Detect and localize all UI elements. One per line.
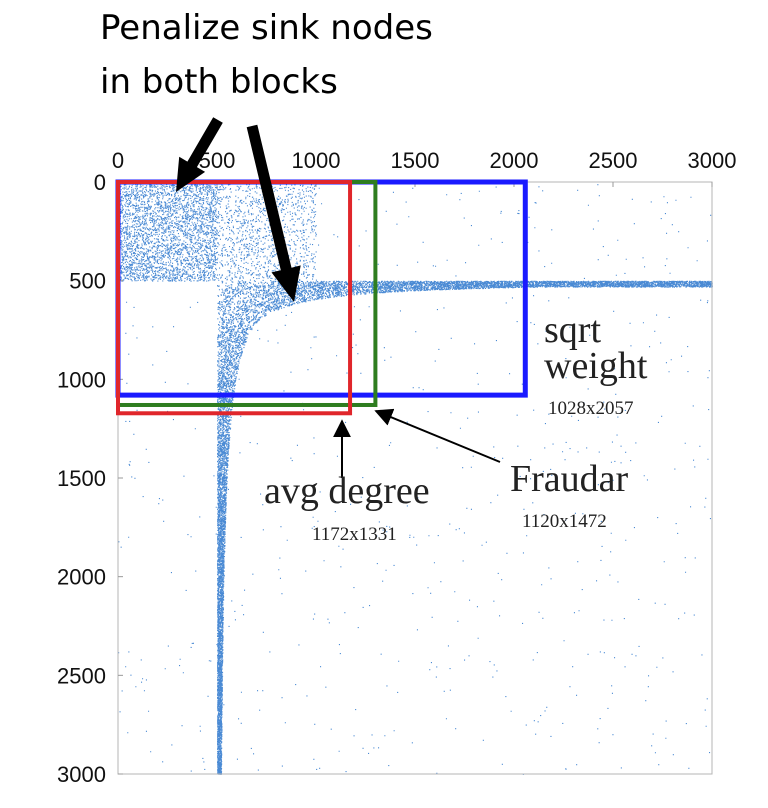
x-tick-label: 0 (112, 148, 124, 173)
arrow-to-dense-block (176, 117, 223, 192)
arrow-fraudar (374, 408, 501, 463)
chart-title-line-1: Penalize sink nodes (100, 8, 433, 48)
y-tick-label: 1500 (57, 466, 106, 491)
sqrt-weight-label-1: sqrt (544, 309, 601, 351)
avg-degree-dims: 1172x1331 (312, 524, 397, 545)
x-tick-label: 1000 (292, 148, 341, 173)
sqrt-weight-dims: 1028x2057 (548, 398, 634, 419)
chart-title-line-2: in both blocks (100, 62, 338, 102)
y-axis-ticks: 0 500 1000 1500 2000 2500 3000 (57, 170, 123, 787)
avg-degree-label: avg degree (264, 470, 430, 512)
fraudar-dims: 1120x1472 (522, 511, 607, 532)
y-tick-label: 2000 (57, 565, 106, 590)
y-tick-label: 3000 (57, 762, 106, 787)
y-tick-label: 0 (94, 170, 106, 195)
arrow-to-hub-block (246, 124, 301, 302)
y-tick-label: 2500 (57, 663, 106, 688)
y-tick-label: 500 (69, 269, 106, 294)
y-tick-label: 1000 (57, 367, 106, 392)
x-tick-label: 2000 (490, 148, 539, 173)
x-tick-label: 3000 (688, 148, 737, 173)
avg-degree-box (116, 180, 353, 416)
fraudar-label: Fraudar (510, 458, 629, 500)
x-tick-label: 1500 (391, 148, 440, 173)
x-tick-label: 2500 (589, 148, 638, 173)
sqrt-weight-label-2: weight (544, 345, 648, 387)
